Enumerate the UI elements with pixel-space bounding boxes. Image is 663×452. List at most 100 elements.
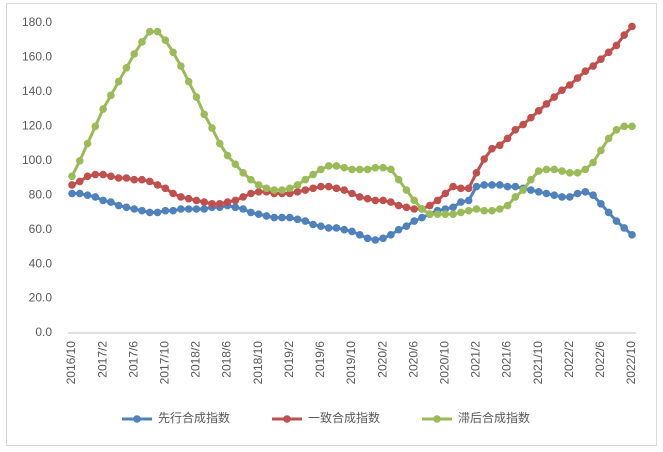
data-point bbox=[239, 205, 247, 213]
data-point bbox=[122, 63, 131, 72]
data-point bbox=[511, 182, 520, 191]
data-point bbox=[573, 189, 582, 198]
y-tick-label: 0.0 bbox=[35, 325, 52, 339]
data-point bbox=[122, 174, 131, 182]
data-point bbox=[231, 196, 240, 205]
data-point bbox=[317, 182, 325, 191]
data-point bbox=[604, 48, 613, 57]
y-tick-label: 40.0 bbox=[29, 256, 53, 270]
data-point bbox=[145, 177, 154, 186]
data-point bbox=[177, 193, 185, 201]
data-point bbox=[348, 165, 356, 174]
data-point bbox=[503, 134, 512, 143]
legend-marker bbox=[133, 415, 141, 423]
data-point bbox=[68, 172, 76, 181]
data-point bbox=[363, 234, 372, 243]
y-tick-label: 60.0 bbox=[29, 222, 53, 236]
data-point bbox=[107, 91, 115, 100]
data-point bbox=[604, 134, 613, 143]
data-point bbox=[612, 217, 621, 225]
data-point bbox=[495, 181, 504, 189]
data-point bbox=[472, 169, 481, 177]
data-point bbox=[262, 184, 271, 193]
data-point bbox=[449, 182, 457, 191]
data-point bbox=[130, 175, 139, 184]
data-point bbox=[231, 203, 240, 212]
data-point bbox=[340, 225, 349, 234]
data-point bbox=[138, 175, 146, 184]
data-point bbox=[495, 205, 504, 213]
data-point bbox=[425, 201, 434, 210]
data-point bbox=[340, 186, 349, 194]
data-point bbox=[371, 196, 380, 205]
data-point bbox=[332, 224, 341, 232]
data-point bbox=[340, 163, 349, 172]
data-point bbox=[231, 160, 240, 169]
data-point bbox=[114, 174, 123, 182]
data-point bbox=[394, 225, 403, 234]
data-point bbox=[527, 175, 535, 184]
data-point bbox=[114, 201, 123, 210]
data-point bbox=[262, 212, 271, 220]
data-point bbox=[558, 193, 566, 201]
data-point bbox=[558, 86, 566, 94]
legend-marker bbox=[433, 415, 441, 423]
data-point bbox=[542, 189, 551, 198]
x-tick-label: 2019/10 bbox=[344, 341, 358, 385]
data-point bbox=[410, 205, 419, 213]
data-point bbox=[208, 200, 216, 208]
data-point bbox=[348, 189, 356, 198]
data-point bbox=[620, 122, 629, 131]
data-point bbox=[68, 181, 76, 189]
data-point bbox=[107, 172, 115, 181]
data-point bbox=[480, 155, 489, 163]
data-point bbox=[418, 205, 426, 213]
data-point bbox=[278, 213, 286, 222]
data-point bbox=[192, 196, 201, 205]
data-point bbox=[200, 205, 209, 213]
data-point bbox=[107, 198, 115, 206]
data-point bbox=[534, 107, 543, 115]
data-point bbox=[301, 175, 310, 184]
data-point bbox=[565, 193, 574, 201]
data-point bbox=[589, 158, 597, 167]
data-point bbox=[628, 231, 636, 239]
data-point bbox=[138, 206, 146, 215]
legend-label: 一致合成指数 bbox=[308, 410, 380, 425]
data-point bbox=[83, 191, 92, 200]
data-point bbox=[200, 198, 209, 206]
data-point bbox=[145, 27, 154, 36]
data-point bbox=[223, 198, 232, 206]
x-tick-label: 2019/6 bbox=[313, 341, 327, 378]
data-point bbox=[519, 186, 527, 194]
data-point bbox=[488, 206, 496, 215]
data-point bbox=[457, 208, 465, 217]
data-point bbox=[309, 170, 317, 179]
data-point bbox=[161, 36, 170, 45]
data-point bbox=[324, 162, 333, 170]
data-point bbox=[542, 100, 551, 108]
x-tick-label: 2016/10 bbox=[64, 341, 78, 385]
data-point bbox=[457, 198, 465, 206]
data-point bbox=[83, 139, 92, 148]
data-point bbox=[371, 236, 380, 244]
data-point bbox=[270, 186, 279, 194]
data-point bbox=[161, 184, 170, 193]
data-point bbox=[161, 206, 170, 215]
data-point bbox=[270, 213, 279, 222]
data-point bbox=[184, 205, 193, 213]
data-point bbox=[130, 50, 139, 58]
data-point bbox=[402, 222, 411, 231]
data-point bbox=[472, 205, 481, 213]
data-point bbox=[410, 196, 419, 205]
data-point bbox=[410, 217, 419, 225]
y-tick-label: 160.0 bbox=[22, 50, 52, 64]
x-tick-label: 2022/6 bbox=[593, 341, 607, 378]
data-point bbox=[145, 208, 154, 217]
data-point bbox=[348, 227, 356, 236]
data-point bbox=[457, 184, 465, 193]
data-point bbox=[254, 210, 263, 218]
data-point bbox=[285, 184, 294, 193]
data-point bbox=[254, 181, 263, 189]
data-point bbox=[200, 110, 209, 119]
